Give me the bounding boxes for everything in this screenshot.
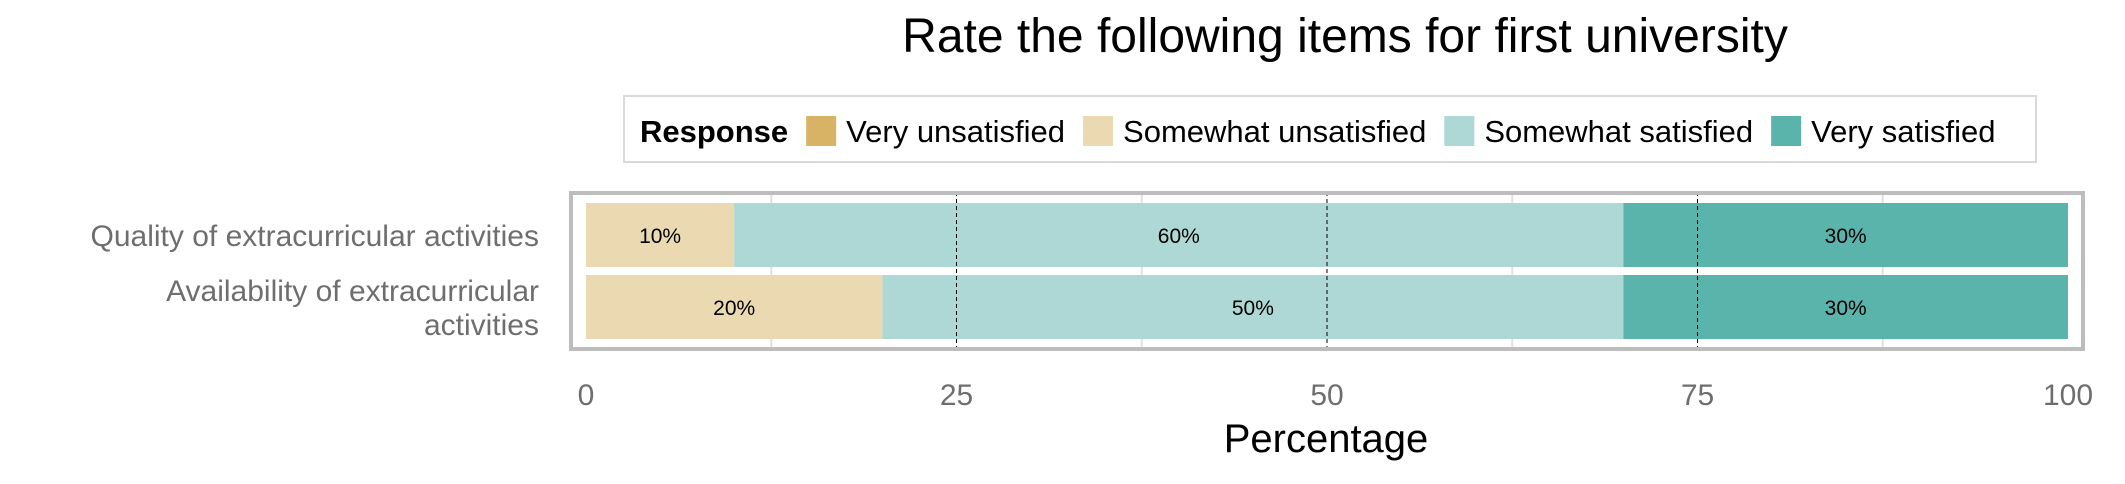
category-label: Availability of extracurricular bbox=[166, 275, 539, 308]
data-label: 30% bbox=[1825, 297, 1867, 320]
category-label: Quality of extracurricular activities bbox=[91, 220, 539, 253]
data-label: 10% bbox=[639, 225, 681, 248]
data-label: 50% bbox=[1232, 297, 1274, 320]
x-tick-label: 50 bbox=[1310, 379, 1343, 412]
bar-segment bbox=[586, 203, 735, 267]
x-tick-label: 100 bbox=[2043, 379, 2093, 412]
category-label: activities bbox=[424, 309, 539, 342]
bar-segment bbox=[882, 275, 1624, 339]
data-label: 30% bbox=[1825, 225, 1867, 248]
legend-label: Very satisfied bbox=[1811, 114, 1995, 149]
chart-title: Rate the following items for first unive… bbox=[902, 10, 1788, 63]
legend-items: Very unsatisfied Somewhat unsatisfied Some… bbox=[806, 114, 1996, 149]
data-labels: 10% 60% 30% 20% 50% 30% bbox=[639, 225, 1867, 320]
category-labels: Quality of extracurricular activities Ava… bbox=[91, 220, 539, 342]
x-axis-title: Percentage bbox=[1224, 417, 1429, 461]
legend-label: Very unsatisfied bbox=[846, 114, 1065, 149]
x-tick-label: 75 bbox=[1681, 379, 1714, 412]
major-gridlines bbox=[956, 192, 1698, 350]
panel-border bbox=[569, 191, 2085, 351]
legend-swatch bbox=[1771, 116, 1802, 146]
legend-title: Response bbox=[640, 114, 788, 149]
x-tick-label: 0 bbox=[578, 379, 595, 412]
plot-area: 10% 60% 30% 20% 50% 30% bbox=[569, 191, 2085, 351]
bar-segment bbox=[586, 275, 883, 339]
legend-swatch bbox=[806, 116, 837, 146]
legend-label: Somewhat satisfied bbox=[1484, 114, 1753, 149]
legend-swatch bbox=[1083, 116, 1114, 146]
legend-swatch bbox=[1444, 116, 1475, 146]
data-label: 20% bbox=[713, 297, 755, 320]
legend: Response Very unsatisfied Somewhat unsati… bbox=[623, 95, 2037, 163]
data-label: 60% bbox=[1158, 225, 1200, 248]
bar-segment bbox=[734, 203, 1624, 267]
x-tick-label: 25 bbox=[940, 379, 973, 412]
x-axis-ticks: 0 25 50 75 100 bbox=[578, 379, 2093, 412]
legend-label: Somewhat unsatisfied bbox=[1123, 114, 1426, 149]
